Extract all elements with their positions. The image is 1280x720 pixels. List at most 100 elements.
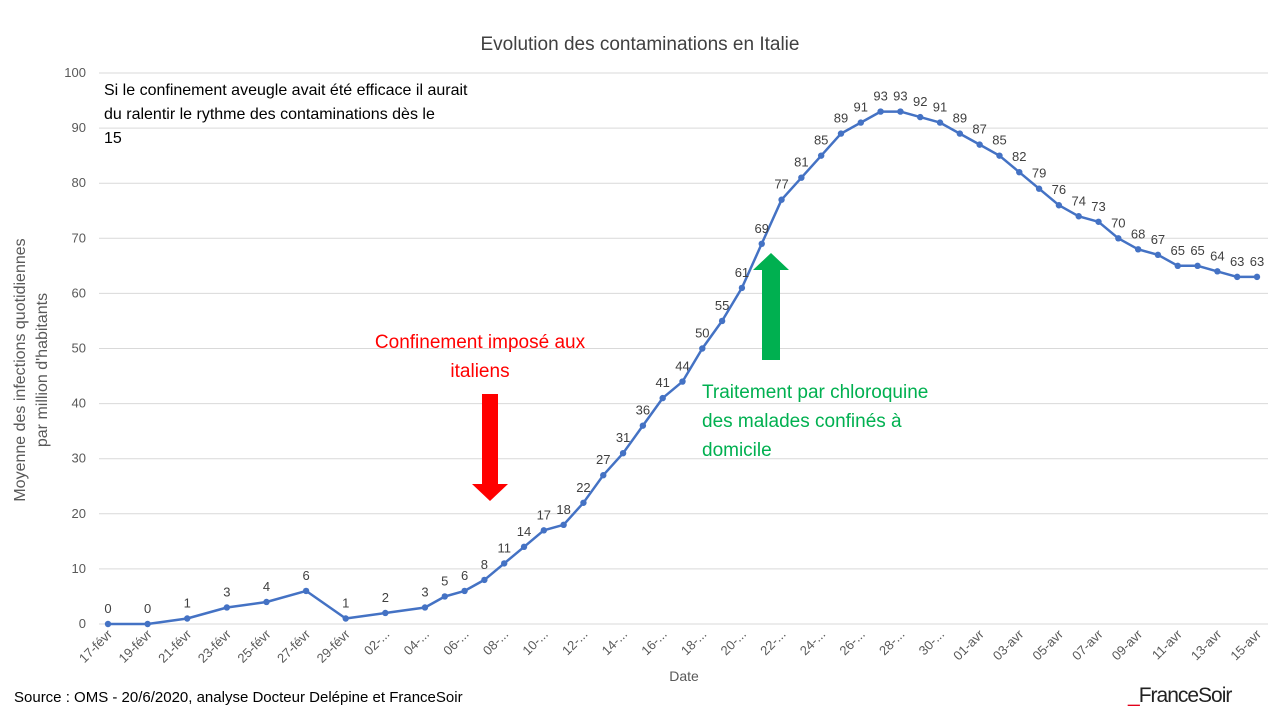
y-tick-label: 70 [72,230,86,245]
data-label: 92 [913,94,927,109]
gridlines [99,72,1268,625]
data-point [144,620,151,628]
x-tick-label: 23-févr [195,626,235,666]
x-tick-label: 21-févr [155,626,195,666]
data-label: 70 [1111,215,1125,230]
data-label: 64 [1210,248,1224,263]
chart-title: Evolution des contaminations en Italie [481,34,800,55]
data-label: 18 [556,502,570,517]
data-point [382,609,389,617]
data-label: 76 [1052,182,1066,197]
data-point [738,284,746,292]
data-label: 6 [302,568,309,583]
data-point [560,521,567,529]
data-label: 1 [342,595,349,610]
data-label: 41 [655,375,669,390]
data-point [1214,268,1221,275]
data-label: 2 [382,590,389,605]
x-tick-label: 28-... [876,627,908,659]
data-label: 74 [1071,193,1085,208]
x-tick-label: 17-févr [76,626,116,666]
x-tick-label: 06-... [440,627,472,659]
y-tick-label: 80 [72,175,86,190]
data-points [104,108,1261,628]
x-tick-label: 12-... [559,627,591,659]
x-tick-label: 29-févr [314,626,354,666]
data-label: 89 [834,111,848,126]
data-point [679,378,686,385]
green-up-arrow [753,253,789,360]
data-point [580,499,587,506]
data-point [996,152,1003,159]
x-tick-label: 07-avr [1069,626,1106,663]
data-point [619,449,627,457]
data-point [421,604,429,611]
data-point [501,560,508,567]
data-label: 8 [481,557,488,572]
data-label: 63 [1250,254,1264,269]
data-point [1115,235,1122,242]
x-tick-label: 19-févr [116,626,156,666]
data-point [817,152,825,159]
data-point [1016,168,1023,176]
y-tick-label: 50 [72,341,86,356]
data-label: 93 [873,89,887,104]
x-tick-label: 30-... [916,627,948,659]
data-label: 31 [616,430,630,445]
x-tick-label: 02-... [361,627,393,659]
data-label: 55 [715,298,729,313]
data-point [1233,273,1241,281]
logo-dash: _ [1128,684,1140,707]
data-label: 14 [517,524,531,539]
y-axis-label-line-2: par million d'habitants [34,293,51,447]
y-tick-label: 100 [64,65,86,80]
x-tick-label: 03-avr [990,626,1027,663]
data-label: 69 [755,221,769,236]
x-tick-label: 26-... [836,627,868,659]
data-label: 85 [992,133,1006,148]
x-axis-label: Date [669,668,699,684]
data-point [758,240,765,248]
data-label: 5 [441,573,448,588]
data-point [639,422,647,429]
data-label: 63 [1230,254,1244,269]
x-tick-label: 08-... [480,627,512,659]
data-label: 0 [144,601,151,616]
data-label: 81 [794,155,808,170]
logo-text: FranceSoir [1138,684,1233,707]
data-point [718,317,726,325]
data-label: 17 [537,507,551,522]
x-tick-label: 15-avr [1227,626,1264,663]
x-tick-label: 13-avr [1188,626,1225,663]
data-point [1174,262,1181,270]
data-point [441,593,448,600]
data-label: 73 [1091,199,1105,214]
x-tick-label: 10-... [519,627,551,659]
annotation-chloroquine: Traitement par chloroquine des malades co… [702,382,928,461]
x-tick-label: 11-avr [1149,626,1185,662]
data-point [1253,273,1261,281]
data-point [1194,262,1201,270]
x-tick-label: 04-... [401,627,433,659]
data-label: 89 [953,111,967,126]
data-label: 0 [104,601,111,616]
data-label: 61 [735,265,749,280]
data-label: 50 [695,326,709,341]
x-tick-label: 27-févr [274,626,314,666]
data-point [857,119,864,126]
y-tick-label: 10 [72,561,86,576]
y-tick-label: 30 [72,451,86,466]
data-point [778,196,785,203]
annotation-note: Si le confinement aveugle avait été effi… [104,82,468,147]
data-label: 1 [184,595,191,610]
x-tick-label: 14-... [599,627,631,659]
data-point [104,620,112,628]
data-point [1075,213,1082,220]
data-point [877,108,884,115]
data-point [1134,246,1142,253]
data-label: 44 [675,359,689,374]
data-point [1154,251,1162,259]
data-point [520,543,528,551]
